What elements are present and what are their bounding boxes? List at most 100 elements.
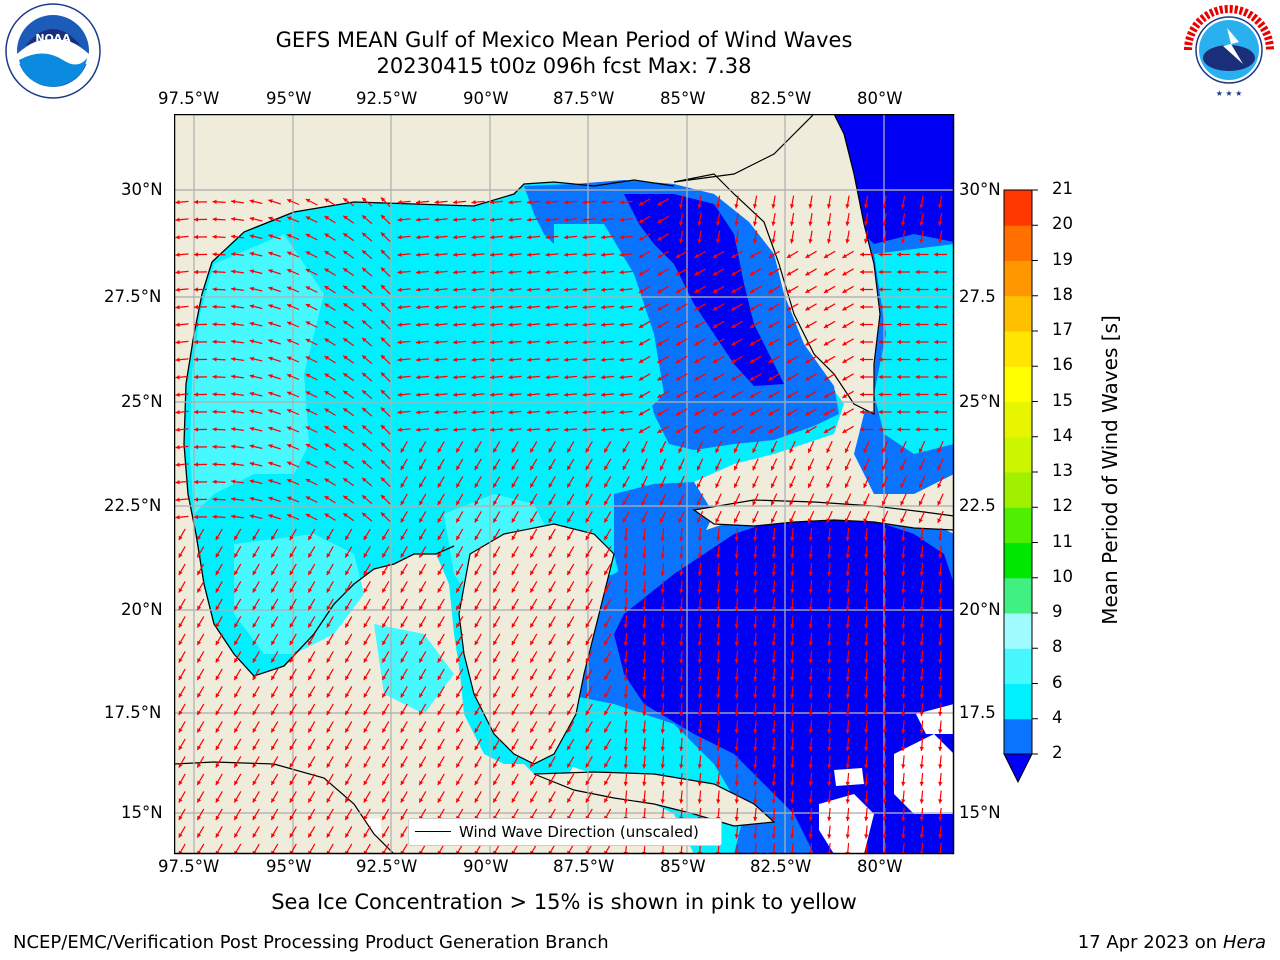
wave-arrow-head <box>493 448 498 453</box>
wave-arrow-head <box>231 392 236 397</box>
wave-arrow-head <box>734 606 739 611</box>
wave-arrow-head <box>585 500 590 506</box>
wave-arrow-head <box>400 780 405 786</box>
wave-arrow-head <box>175 252 180 257</box>
wave-arrow-head <box>604 745 609 751</box>
wave-arrow-head <box>901 606 906 611</box>
lon-label-top: 80°W <box>857 89 903 108</box>
wave-arrow-head <box>234 763 239 768</box>
wave-arrow-head <box>845 641 850 646</box>
wind-wave-arrows <box>175 195 947 854</box>
wave-arrow-head <box>308 763 313 768</box>
wave-arrow-head <box>642 746 647 751</box>
wave-arrow-head <box>548 798 553 803</box>
wave-arrow-head <box>679 641 684 646</box>
wave-arrow-head <box>268 269 273 274</box>
wave-arrow-head <box>789 239 795 244</box>
wave-arrow-head <box>786 306 792 311</box>
land-central-america <box>174 761 395 854</box>
wave-arrow-head <box>308 710 313 716</box>
wave-arrow-head <box>400 483 405 488</box>
wave-arrow-head <box>790 589 795 594</box>
wave-arrow-head <box>308 658 313 663</box>
wave-arrow-head <box>697 781 702 786</box>
wave-arrow-head <box>938 746 943 751</box>
wave-arrow-head <box>400 588 405 593</box>
wave-arrow-head <box>271 693 276 698</box>
wave-arrow-head <box>919 606 924 611</box>
wave-arrow-head <box>641 465 646 471</box>
wave-arrow-head <box>938 624 943 629</box>
wave-arrow-head <box>660 799 665 804</box>
wave-arrow-head <box>471 200 476 205</box>
wave-arrow-head <box>915 357 920 362</box>
lon-label-top: 87.5°W <box>553 89 615 108</box>
wave-arrow-head <box>363 815 368 821</box>
wave-arrow-head <box>530 500 535 506</box>
wave-arrow-head <box>845 781 850 786</box>
wave-arrow-head <box>343 460 348 465</box>
wave-arrow-head <box>231 252 236 257</box>
wave-arrow-head <box>604 710 609 716</box>
wave-arrow-head <box>768 253 773 258</box>
wave-arrow-head <box>194 374 198 380</box>
wave-arrow-head <box>753 764 758 769</box>
wave-arrow-head <box>249 339 255 344</box>
wave-arrow-head <box>397 357 402 362</box>
wave-arrow-head <box>324 338 329 343</box>
wave-arrow-head <box>419 553 424 558</box>
sea-ice-note: Sea Ice Concentration > 15% is shown in … <box>271 890 857 914</box>
wave-arrow-head <box>530 710 535 716</box>
wave-arrow-head <box>771 799 776 804</box>
footer-date: 17 Apr 2023 on Hera <box>1078 932 1266 953</box>
wave-arrow-head <box>604 448 609 453</box>
wave-arrow-head <box>324 373 329 378</box>
wave-arrow-head <box>380 442 386 447</box>
wave-arrow-head <box>919 589 924 594</box>
wave-arrow-head <box>938 606 943 611</box>
wave-arrow-head <box>771 746 776 751</box>
wave-arrow-head <box>642 641 647 646</box>
wave-arrow-head <box>604 728 609 733</box>
wave-arrow-head <box>734 694 739 699</box>
wave-arrow-head <box>882 536 887 541</box>
wave-arrow-head <box>175 217 180 222</box>
wave-arrow-head <box>530 448 535 453</box>
wave-arrow-head <box>271 780 276 786</box>
wave-arrow-head <box>734 676 739 681</box>
wave-arrow-head <box>268 409 273 414</box>
wave-arrow-head <box>860 427 864 432</box>
wave-arrow-head <box>511 710 516 716</box>
footer-credit: NCEP/EMC/Verification Post Processing Pr… <box>13 932 609 953</box>
wave-arrow-head <box>860 252 864 257</box>
wave-arrow-head <box>194 217 198 222</box>
wave-arrow-head <box>679 694 684 699</box>
wave-arrow-head <box>194 409 198 415</box>
wave-arrow-head <box>474 570 479 576</box>
wave-arrow-head <box>752 204 758 209</box>
wave-arrow-head <box>252 605 257 611</box>
wave-arrow-head <box>878 374 883 380</box>
wave-arrow-head <box>659 465 664 471</box>
wave-arrow-head <box>308 833 313 838</box>
wave-arrow-head <box>400 658 405 663</box>
wave-arrow-head <box>511 675 516 681</box>
wave-arrow-head <box>582 392 587 397</box>
wave-arrow-head <box>215 675 220 681</box>
wave-arrow-head <box>215 780 220 786</box>
wave-arrow-head <box>493 710 498 716</box>
wave-arrow-head <box>808 676 813 681</box>
wave-arrow-head <box>827 589 832 594</box>
wave-arrow-head <box>456 605 461 611</box>
wave-arrow-head <box>456 570 461 576</box>
wave-arrow-head <box>752 221 758 226</box>
wave-arrow-head <box>753 746 758 751</box>
wave-arrow-head <box>400 675 405 681</box>
wave-arrow-head <box>324 198 329 203</box>
wave-arrow-head <box>601 410 606 415</box>
wave-arrow-head <box>215 728 220 733</box>
wave-arrow-head <box>493 675 498 681</box>
wave-arrow-head <box>456 658 461 663</box>
wave-arrow-head <box>175 200 180 205</box>
wave-arrow-head <box>362 407 367 412</box>
